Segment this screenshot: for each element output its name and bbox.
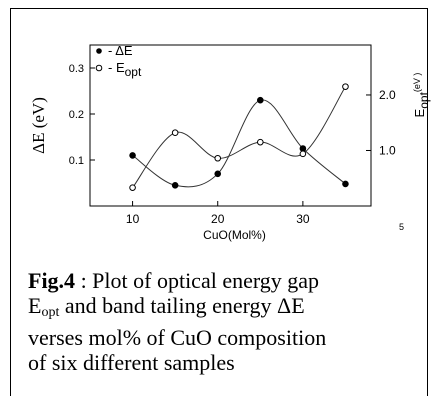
y-right-label-sub: opt	[417, 91, 431, 108]
chart-ticks: 10 20 30 0.1 0.2 0.3 1.0 2.0	[69, 63, 396, 226]
y-right-label-unit: (eV )	[412, 73, 422, 93]
caption-text-3: and band tailing energy ΔE	[59, 293, 305, 318]
x-axis-label: CuO(Mol%)	[203, 228, 266, 242]
x-tick-label-1: 20	[211, 212, 225, 226]
chart-axis-labels: CuO(Mol%) ΔE (eV) Eopt(eV )	[29, 73, 431, 242]
chart-axes	[89, 44, 372, 207]
caption-line-1: Fig.4 : Plot of optical energy gap	[28, 268, 418, 293]
series-0-point-0	[129, 152, 136, 159]
series-line-0	[132, 99, 346, 188]
caption-line-2: Eopt and band tailing energy ΔE	[28, 293, 418, 325]
y-left-tick-label-1: 0.2	[69, 109, 84, 121]
series-0-point-3	[257, 96, 264, 104]
caption-eopt-sub: opt	[41, 305, 60, 320]
chart-legend: - ΔE- Eopt	[95, 43, 142, 79]
legend-dash-1: -	[108, 60, 116, 75]
chart-points	[129, 83, 349, 191]
caption-line-3: verses mol% of CuO composition	[28, 325, 327, 350]
series-0-point-5	[342, 180, 349, 188]
legend-label-1: - Eopt	[108, 60, 142, 79]
y-left-tick-label-0: 0.1	[69, 155, 84, 167]
legend-name-0: ΔE	[115, 43, 133, 58]
y-right-tick-label-0: 1.0	[379, 143, 396, 157]
series-0-point-2	[214, 170, 222, 178]
caption-line-4: of six different samples	[28, 350, 235, 375]
legend-name-1: E	[116, 60, 125, 75]
series-1-point-2	[214, 154, 222, 162]
legend-dash-0: -	[108, 43, 115, 58]
x-tick-label-0: 10	[126, 212, 140, 226]
caption-fig-label: Fig.4	[28, 268, 76, 293]
figure-caption: Fig.4 : Plot of optical energy gap Eopt …	[28, 268, 418, 375]
figure-frame	[10, 8, 428, 396]
caption-text-1: : Plot of optical energy gap	[75, 268, 320, 293]
chart-series-lines	[132, 86, 346, 188]
caption-eopt-main: E	[28, 293, 42, 318]
legend-marker-0	[96, 48, 102, 54]
y-right-tick-label-1: 2.0	[379, 88, 396, 102]
legend-label-0: - ΔE	[108, 43, 133, 58]
series-0-point-4	[299, 145, 307, 152]
y-left-axis-label: ΔE (eV)	[29, 97, 48, 154]
series-1-point-4	[299, 150, 307, 158]
series-1-point-1	[171, 129, 179, 137]
page-mark: 5	[399, 222, 405, 232]
series-1-point-0	[129, 184, 136, 191]
y-left-tick-label-2: 0.3	[69, 63, 84, 75]
series-line-1	[132, 86, 346, 188]
series-0-point-1	[171, 182, 179, 189]
series-1-point-3	[257, 138, 264, 146]
chart: 10 20 300.10.20.31.02.0 - ΔE- Eopt CuO(Mol…	[29, 43, 431, 242]
series-1-point-5	[342, 83, 349, 90]
y-right-label-main: E	[412, 108, 427, 117]
y-right-axis-label: Eopt(eV )	[412, 73, 431, 118]
x-tick-label-2: 30	[296, 212, 310, 226]
plot-frame	[89, 44, 372, 207]
legend-marker-1	[95, 64, 103, 72]
legend-name-sub-1: opt	[125, 65, 142, 79]
